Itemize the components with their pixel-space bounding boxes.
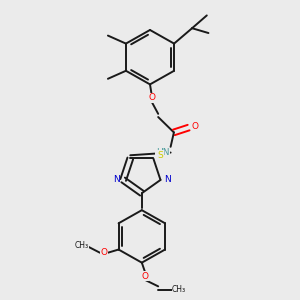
Text: S: S xyxy=(158,151,164,160)
Text: N: N xyxy=(113,176,120,184)
Text: CH₃: CH₃ xyxy=(75,241,89,250)
Text: CH₃: CH₃ xyxy=(172,285,186,294)
Text: O: O xyxy=(192,122,199,131)
Text: HN: HN xyxy=(156,148,169,157)
Text: O: O xyxy=(148,93,155,102)
Text: O: O xyxy=(142,272,148,280)
Text: N: N xyxy=(164,176,170,184)
Text: O: O xyxy=(100,248,107,257)
